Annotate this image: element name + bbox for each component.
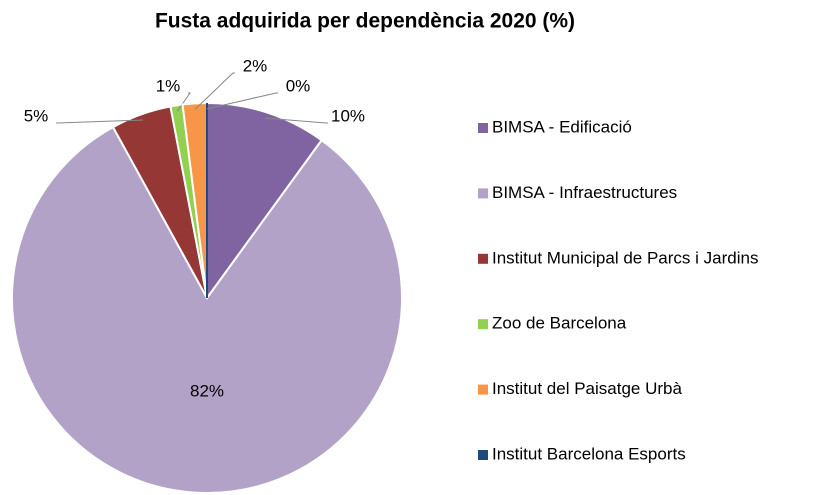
leader-line	[265, 117, 328, 124]
data-label: 5%	[24, 106, 49, 125]
legend-swatch	[478, 384, 488, 395]
leader-line	[56, 119, 143, 124]
legend-swatch	[478, 450, 488, 460]
leader-line	[206, 92, 278, 110]
data-label: 1%	[156, 76, 181, 95]
data-label: 0%	[286, 76, 311, 95]
legend-label: Institut del Paisatge Urbà	[492, 379, 682, 398]
leader-line	[176, 92, 191, 112]
data-label: 2%	[243, 56, 268, 75]
legend-swatch	[478, 188, 488, 199]
legend-label: Zoo de Barcelona	[492, 314, 627, 333]
legend-swatch	[478, 319, 488, 330]
leader-line	[194, 72, 235, 110]
chart-title: Fusta adquirida per dependència 2020 (%)	[155, 10, 575, 33]
legend-label: BIMSA - Edificació	[492, 117, 632, 136]
pie-slice	[206, 101, 324, 302]
pie-slice	[11, 125, 403, 494]
legend-swatch	[478, 253, 488, 264]
legend-label: Institut Barcelona Esports	[492, 444, 686, 463]
legend-swatch	[478, 123, 488, 133]
legend-label: BIMSA - Infraestructures	[492, 183, 677, 202]
data-label: 10%	[331, 106, 365, 125]
data-label: 82%	[190, 381, 224, 400]
legend-label: Institut Municipal de Parcs i Jardins	[492, 248, 758, 267]
